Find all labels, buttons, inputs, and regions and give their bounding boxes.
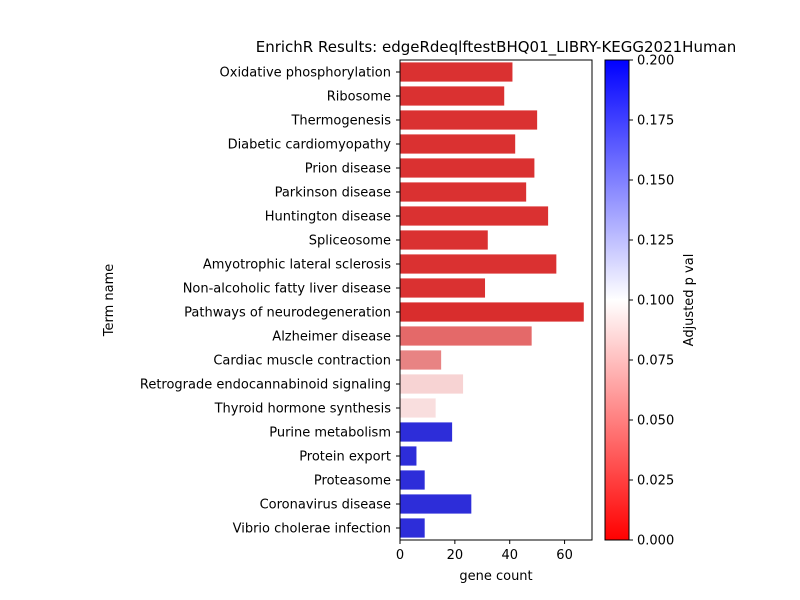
bar-pathways-of-neurodegeneration: [400, 302, 584, 322]
bar-purine-metabolism: [400, 422, 453, 442]
y-tick-label: Thyroid hormone synthesis: [214, 402, 392, 417]
y-tick-label: Alzheimer disease: [272, 330, 391, 345]
x-axis-label: gene count: [459, 569, 532, 584]
y-tick-label: Purine metabolism: [269, 426, 391, 441]
y-tick-label: Retrograde endocannabinoid signaling: [140, 378, 391, 393]
bar-cardiac-muscle-contraction: [400, 350, 442, 370]
colorbar: [604, 59, 630, 541]
bar-ribosome: [400, 86, 505, 106]
bars-group: [400, 62, 584, 538]
bar-retrograde-endocannabinoid-signaling: [400, 374, 464, 394]
bar-spliceosome: [400, 230, 488, 250]
y-tick-label: Oxidative phosphorylation: [220, 66, 391, 81]
bar-non-alcoholic-fatty-liver-disease: [400, 278, 486, 298]
y-tick-label: Coronavirus disease: [260, 498, 391, 513]
y-tick-label: Protein export: [299, 450, 391, 465]
colorbar-tick-label: 0.125: [637, 234, 674, 249]
y-tick-label: Huntington disease: [265, 210, 391, 225]
bar-alzheimer-disease: [400, 326, 532, 346]
y-tick-label: Spliceosome: [309, 234, 391, 249]
y-tick-label: Thermogenesis: [290, 114, 391, 129]
bar-diabetic-cardiomyopathy: [400, 134, 516, 154]
x-tick-label: 40: [501, 548, 518, 563]
bar-protein-export: [400, 446, 417, 466]
y-tick-label: Cardiac muscle contraction: [213, 354, 391, 369]
bar-prion-disease: [400, 158, 535, 178]
y-tick-label: Ribosome: [327, 90, 391, 105]
colorbar-ticks: 0.000 0.025 0.050 0.075 0.100 0.125 0.150 0.175…: [629, 54, 674, 549]
colorbar-tick-label: 0.150: [637, 174, 674, 189]
colorbar-tick-label: 0.100: [637, 294, 674, 309]
x-tick-label: 20: [447, 548, 464, 563]
y-axis-label: Term name: [102, 264, 117, 338]
y-tick-label: Parkinson disease: [275, 186, 391, 201]
y-tick-label: Diabetic cardiomyopathy: [228, 138, 392, 153]
colorbar-tick-label: 0.025: [637, 474, 674, 489]
bar-huntington-disease: [400, 206, 549, 226]
bar-thermogenesis: [400, 110, 538, 130]
bar-oxidative-phosphorylation: [400, 62, 513, 82]
y-tick-label: Non-alcoholic fatty liver disease: [183, 282, 391, 297]
bar-amyotrophic-lateral-sclerosis: [400, 254, 557, 274]
y-tick-label: Proteasome: [314, 474, 391, 489]
bar-parkinson-disease: [400, 182, 527, 202]
x-tick-label: 0: [396, 548, 404, 563]
colorbar-tick-label: 0.000: [637, 534, 674, 549]
bar-proteasome: [400, 470, 425, 490]
y-tick-labels: Oxidative phosphorylation Ribosome Thermog…: [140, 66, 400, 537]
y-tick-label: Prion disease: [305, 162, 391, 177]
chart-title: EnrichR Results: edgeRdeqlftestBHQ01_LIB…: [256, 38, 737, 57]
bar-thyroid-hormone-synthesis: [400, 398, 436, 418]
y-tick-label: Pathways of neurodegeneration: [184, 306, 391, 321]
x-axis-ticks: 0 20 40 60: [396, 540, 573, 563]
colorbar-tick-label: 0.200: [637, 54, 674, 69]
y-tick-label: Vibrio cholerae infection: [233, 522, 391, 537]
colorbar-tick-label: 0.050: [637, 414, 674, 429]
y-tick-label: Amyotrophic lateral sclerosis: [203, 258, 391, 273]
x-tick-label: 60: [556, 548, 573, 563]
plot-frame: [399, 59, 593, 541]
bar-vibrio-cholerae-infection: [400, 518, 425, 538]
bar-coronavirus-disease: [400, 494, 472, 514]
colorbar-tick-label: 0.175: [637, 114, 674, 129]
colorbar-tick-label: 0.075: [637, 354, 674, 369]
colorbar-label: Adjusted p val: [682, 254, 697, 347]
